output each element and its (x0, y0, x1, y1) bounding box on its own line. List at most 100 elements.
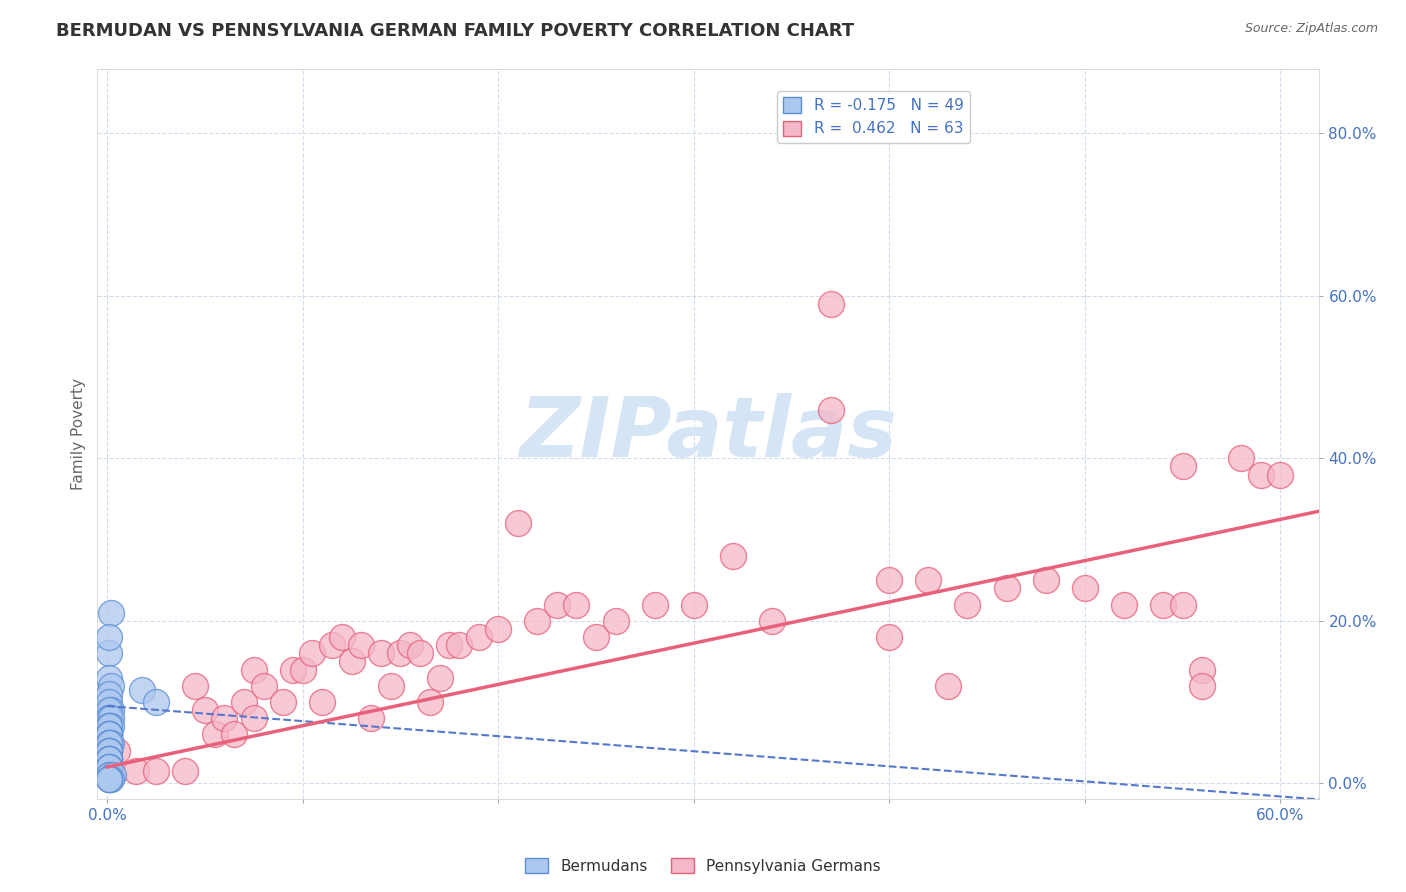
Point (439, 638, 461, 652)
Point (1171, 598, 1194, 612)
Point (98, 727, 121, 741)
Point (98, 752, 121, 766)
Point (98, 727, 121, 741)
Point (100, 711, 122, 725)
Point (98, 695, 121, 709)
Point (224, 727, 246, 741)
Point (100, 736, 122, 750)
Point (204, 727, 226, 741)
Point (98, 727, 121, 741)
Point (98, 744, 121, 758)
Point (1074, 582, 1097, 596)
Point (98, 760, 121, 774)
Point (145, 764, 167, 778)
Point (429, 671, 451, 685)
Point (174, 764, 197, 778)
Point (370, 646, 392, 660)
Point (301, 646, 323, 660)
Point (100, 772, 122, 786)
Point (311, 695, 333, 709)
Point (682, 598, 704, 612)
Point (761, 614, 783, 628)
Point (605, 614, 627, 628)
Point (98, 671, 121, 685)
Point (252, 679, 274, 693)
Y-axis label: Family Poverty: Family Poverty (72, 378, 86, 490)
Point (98, 711, 121, 725)
Point (1171, 459, 1194, 474)
Point (98, 760, 121, 774)
Point (281, 663, 304, 677)
Point (585, 630, 607, 644)
Legend: R = -0.175   N = 49, R =  0.462   N = 63: R = -0.175 N = 49, R = 0.462 N = 63 (778, 91, 970, 143)
Point (125, 764, 148, 778)
Point (321, 638, 343, 652)
Point (100, 719, 122, 733)
Point (1230, 451, 1253, 466)
Point (98, 736, 121, 750)
Legend: Bermudans, Pennsylvania Germans: Bermudans, Pennsylvania Germans (519, 852, 887, 880)
Point (467, 630, 489, 644)
Point (721, 549, 744, 563)
Point (271, 695, 294, 709)
Point (98, 744, 121, 758)
Point (98, 768, 121, 782)
Point (98, 744, 121, 758)
Point (995, 582, 1018, 596)
Point (506, 516, 529, 531)
Point (1112, 598, 1135, 612)
Point (98, 768, 121, 782)
Point (98, 736, 121, 750)
Point (98, 772, 121, 786)
Point (98, 760, 121, 774)
Point (98, 752, 121, 766)
Point (98, 703, 121, 717)
Point (101, 768, 124, 782)
Point (1035, 573, 1057, 587)
Point (936, 679, 959, 693)
Point (105, 744, 128, 758)
Point (389, 646, 412, 660)
Point (242, 711, 264, 725)
Point (98, 719, 121, 733)
Point (350, 638, 373, 652)
Point (877, 573, 900, 587)
Point (1250, 467, 1272, 482)
Point (1152, 598, 1174, 612)
Point (98, 646, 121, 660)
Point (291, 663, 314, 677)
Point (1191, 663, 1213, 677)
Point (194, 703, 217, 717)
Point (644, 598, 666, 612)
Point (956, 598, 979, 612)
Point (98, 719, 121, 733)
Point (917, 573, 939, 587)
Point (360, 711, 382, 725)
Point (98, 752, 121, 766)
Point (340, 654, 363, 668)
Point (100, 679, 122, 693)
Point (486, 622, 509, 636)
Point (242, 663, 264, 677)
Point (565, 598, 588, 612)
Text: ZIPatlas: ZIPatlas (519, 393, 897, 475)
Point (330, 630, 353, 644)
Text: BERMUDAN VS PENNSYLVANIA GERMAN FAMILY POVERTY CORRELATION CHART: BERMUDAN VS PENNSYLVANIA GERMAN FAMILY P… (56, 22, 855, 40)
Point (419, 695, 441, 709)
Point (380, 679, 402, 693)
Point (214, 711, 236, 725)
Point (1270, 467, 1292, 482)
Point (100, 703, 122, 717)
Point (98, 736, 121, 750)
Point (98, 719, 121, 733)
Point (131, 682, 153, 697)
Point (98, 772, 121, 786)
Point (98, 772, 121, 786)
Point (546, 598, 568, 612)
Point (98, 711, 121, 725)
Point (98, 727, 121, 741)
Point (98, 727, 121, 741)
Point (877, 630, 900, 644)
Point (98, 772, 121, 786)
Point (449, 638, 471, 652)
